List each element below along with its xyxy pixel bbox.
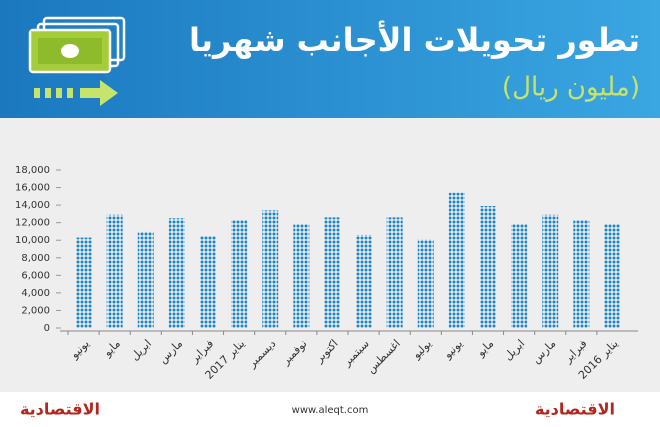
bar xyxy=(200,235,216,328)
chart-title: تطور تحويلات الأجانب شهريا xyxy=(189,20,640,59)
y-tick-label: 2,000 xyxy=(21,305,50,316)
bar xyxy=(511,223,528,328)
y-tick-label: 18,000 xyxy=(15,165,50,176)
bar xyxy=(448,192,465,328)
money-icon xyxy=(28,16,126,106)
bar xyxy=(480,205,496,328)
bar xyxy=(386,217,403,328)
logo-left: الاقتصادية xyxy=(20,400,100,419)
y-tick-label: 14,000 xyxy=(15,200,50,211)
y-tick-label: 10,000 xyxy=(15,235,50,246)
bar xyxy=(106,214,123,328)
website: www.aleqt.com xyxy=(292,405,369,416)
bar xyxy=(573,220,590,328)
bar xyxy=(137,231,154,328)
y-tick-label: 0 xyxy=(44,323,50,334)
bar xyxy=(417,239,434,328)
bar xyxy=(324,217,341,328)
footer-band xyxy=(0,392,660,427)
logo-right: الاقتصادية xyxy=(535,400,615,419)
bar xyxy=(604,224,621,328)
chart-subtitle: (مليون ريال) xyxy=(502,73,640,103)
bar xyxy=(168,218,185,328)
bar xyxy=(542,214,559,328)
bar xyxy=(262,210,279,328)
y-tick-label: 4,000 xyxy=(21,288,50,299)
y-tick-label: 6,000 xyxy=(21,270,50,281)
y-tick-label: 16,000 xyxy=(15,183,50,194)
bar xyxy=(355,234,372,328)
y-tick-label: 12,000 xyxy=(15,218,50,229)
bar xyxy=(231,220,248,328)
bar xyxy=(75,237,92,328)
bar xyxy=(293,224,310,328)
y-tick-label: 8,000 xyxy=(21,253,50,264)
